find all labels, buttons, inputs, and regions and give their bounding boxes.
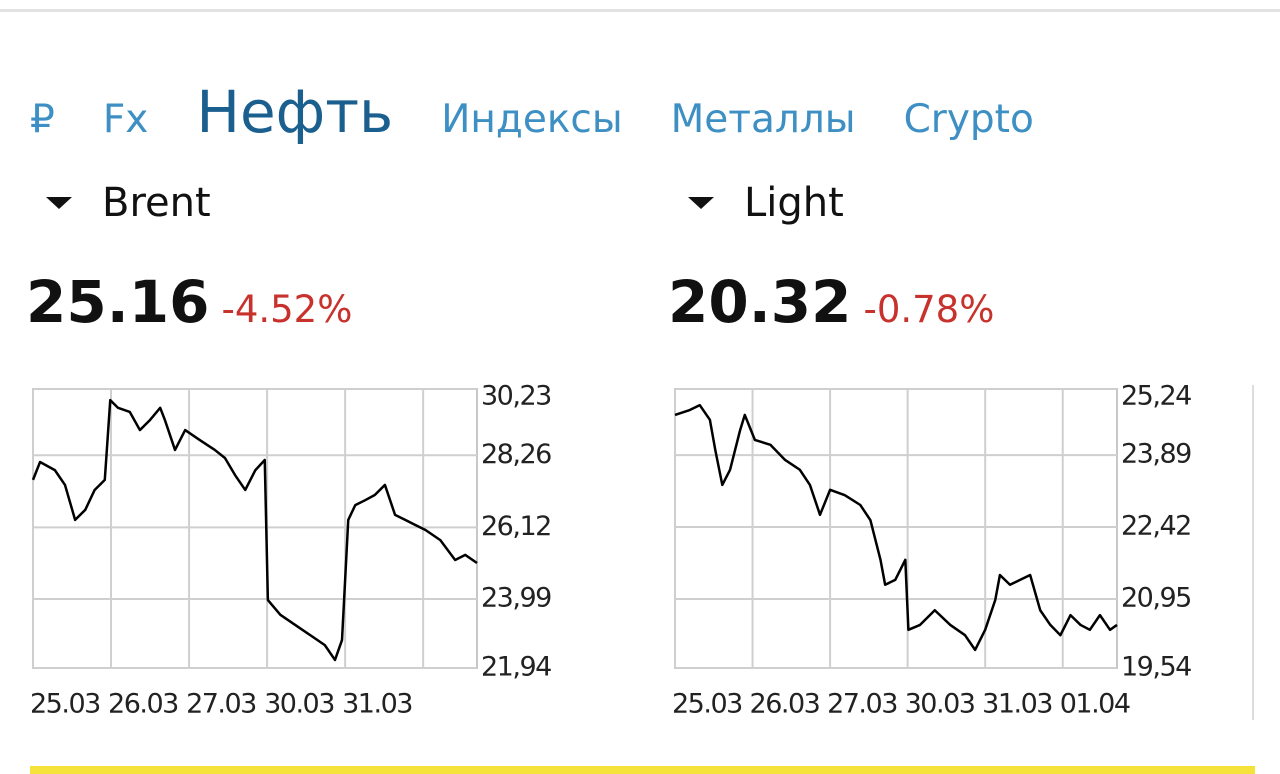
quote-name[interactable]: Brent [26, 180, 352, 226]
banner-edge [30, 766, 1255, 774]
y-tick-label: 23,89 [1121, 439, 1191, 470]
x-tick-label: 25.03 [672, 689, 742, 720]
quote-value: 20.32 -0.78% [668, 268, 994, 336]
price: 25.16 [26, 268, 210, 336]
tab-active[interactable]: Нефть [196, 78, 394, 146]
x-tick-label: 25.03 [30, 689, 100, 720]
y-tick-label: 30,23 [481, 381, 551, 412]
y-tick-label: 19,54 [1121, 652, 1191, 683]
x-tick-label: 27.03 [186, 689, 256, 720]
quote-value: 25.16 -4.52% [26, 268, 352, 336]
plot-frame [32, 388, 478, 669]
change: -0.78% [863, 288, 995, 331]
price: 20.32 [668, 268, 852, 336]
y-tick-label: 21,94 [481, 652, 551, 683]
change: -4.52% [221, 288, 353, 331]
x-tick-label: 26.03 [108, 689, 178, 720]
quote: Brent 25.16 -4.52% [26, 180, 352, 336]
top-divider [0, 9, 1280, 12]
y-tick-label: 20,95 [1121, 582, 1191, 613]
quote: Light 20.32 -0.78% [668, 180, 994, 336]
y-tick-label: 26,12 [481, 511, 551, 542]
tab[interactable]: ₽ [30, 97, 55, 142]
tab[interactable]: Металлы [670, 97, 856, 142]
x-tick-label: 26.03 [750, 689, 820, 720]
x-tick-label: 27.03 [827, 689, 897, 720]
x-tick-label: 30.03 [905, 689, 975, 720]
tab[interactable]: Crypto [903, 97, 1034, 142]
y-tick-label: 23,99 [481, 583, 551, 614]
y-tick-label: 22,42 [1121, 511, 1191, 542]
quote-name[interactable]: Light [668, 180, 994, 226]
x-tick-label: 01.04 [1060, 689, 1130, 720]
tab[interactable]: Индексы [441, 97, 623, 142]
x-tick-label: 31.03 [982, 689, 1052, 720]
tab[interactable]: Fx [102, 97, 149, 142]
tab-bar: ₽ Fx Нефть Индексы Металлы Crypto [30, 78, 1082, 158]
x-tick-label: 30.03 [264, 689, 334, 720]
y-tick-label: 28,26 [481, 439, 551, 470]
price-line [31, 398, 478, 662]
x-tick-label: 31.03 [342, 689, 412, 720]
y-tick-label: 25,24 [1121, 381, 1191, 412]
price-line [674, 403, 1118, 652]
